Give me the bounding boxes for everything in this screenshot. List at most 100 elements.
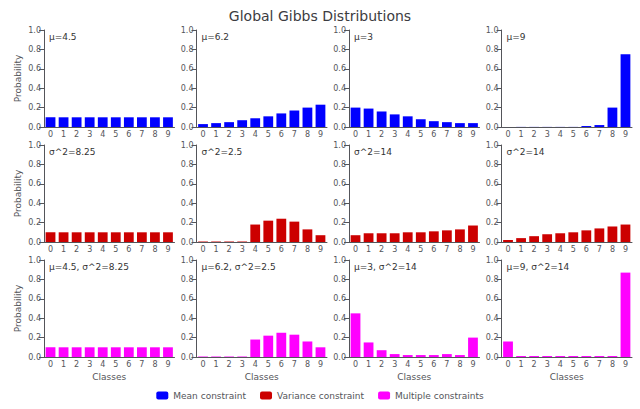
svg-text:μ=4.5, σ^2=8.25: μ=4.5, σ^2=8.25 xyxy=(49,262,129,272)
svg-text:4: 4 xyxy=(558,360,563,369)
svg-text:0.2: 0.2 xyxy=(333,218,346,227)
svg-text:4: 4 xyxy=(253,130,258,139)
svg-text:1: 1 xyxy=(214,360,219,369)
svg-text:Probability: Probability xyxy=(13,54,23,102)
svg-text:Variance constraint: Variance constraint xyxy=(277,391,365,401)
svg-text:2: 2 xyxy=(74,245,79,254)
svg-text:8: 8 xyxy=(610,245,615,254)
svg-text:3: 3 xyxy=(545,360,550,369)
svg-text:1.0: 1.0 xyxy=(181,256,194,265)
svg-text:2: 2 xyxy=(379,360,384,369)
svg-text:0.8: 0.8 xyxy=(333,275,346,284)
svg-text:4: 4 xyxy=(100,245,105,254)
svg-text:3: 3 xyxy=(392,130,397,139)
svg-text:0.6: 0.6 xyxy=(486,179,499,188)
svg-text:3: 3 xyxy=(240,130,245,139)
svg-text:3: 3 xyxy=(240,360,245,369)
svg-text:4: 4 xyxy=(558,130,563,139)
svg-text:2: 2 xyxy=(532,360,537,369)
svg-text:9: 9 xyxy=(623,360,628,369)
svg-text:0.8: 0.8 xyxy=(181,160,194,169)
svg-text:5: 5 xyxy=(113,130,118,139)
svg-text:8: 8 xyxy=(305,245,310,254)
svg-text:1.0: 1.0 xyxy=(486,26,499,35)
svg-text:7: 7 xyxy=(292,130,297,139)
svg-text:0: 0 xyxy=(505,360,510,369)
svg-text:0.4: 0.4 xyxy=(333,314,346,323)
svg-text:0.8: 0.8 xyxy=(486,45,499,54)
svg-text:0.6: 0.6 xyxy=(181,179,194,188)
svg-text:3: 3 xyxy=(545,130,550,139)
svg-text:2: 2 xyxy=(74,130,79,139)
svg-text:1.0: 1.0 xyxy=(28,256,41,265)
svg-text:0.2: 0.2 xyxy=(181,103,194,112)
svg-text:8: 8 xyxy=(152,130,157,139)
svg-text:0.0: 0.0 xyxy=(181,123,194,132)
svg-text:1.0: 1.0 xyxy=(28,26,41,35)
svg-text:0.2: 0.2 xyxy=(28,218,41,227)
svg-text:4: 4 xyxy=(405,360,410,369)
svg-text:0: 0 xyxy=(48,130,53,139)
svg-text:7: 7 xyxy=(444,245,449,254)
svg-text:5: 5 xyxy=(266,245,271,254)
svg-text:7: 7 xyxy=(444,360,449,369)
svg-text:1: 1 xyxy=(519,130,524,139)
svg-text:6: 6 xyxy=(584,245,589,254)
svg-text:1: 1 xyxy=(61,130,66,139)
svg-text:8: 8 xyxy=(152,245,157,254)
svg-text:2: 2 xyxy=(227,130,232,139)
svg-text:Classes: Classes xyxy=(245,372,279,382)
svg-text:7: 7 xyxy=(292,245,297,254)
svg-text:9: 9 xyxy=(165,130,170,139)
svg-text:0.6: 0.6 xyxy=(333,64,346,73)
svg-text:2: 2 xyxy=(532,245,537,254)
svg-text:σ^2=14: σ^2=14 xyxy=(507,147,545,157)
svg-text:8: 8 xyxy=(305,360,310,369)
svg-text:0.2: 0.2 xyxy=(333,103,346,112)
svg-text:6: 6 xyxy=(431,130,436,139)
svg-text:4: 4 xyxy=(100,130,105,139)
svg-text:1: 1 xyxy=(366,360,371,369)
svg-text:0.0: 0.0 xyxy=(333,123,346,132)
svg-text:μ=6.2, σ^2=2.5: μ=6.2, σ^2=2.5 xyxy=(202,262,276,272)
svg-text:5: 5 xyxy=(266,360,271,369)
svg-text:σ^2=14: σ^2=14 xyxy=(354,147,392,157)
svg-text:0.0: 0.0 xyxy=(486,238,499,247)
svg-text:Multiple constraints: Multiple constraints xyxy=(395,391,484,401)
svg-text:0.2: 0.2 xyxy=(486,333,499,342)
svg-text:0: 0 xyxy=(353,360,358,369)
svg-text:0.4: 0.4 xyxy=(333,199,346,208)
svg-text:0.6: 0.6 xyxy=(28,64,41,73)
svg-text:0: 0 xyxy=(505,245,510,254)
svg-text:1.0: 1.0 xyxy=(333,256,346,265)
svg-text:0.6: 0.6 xyxy=(181,294,194,303)
svg-text:0.6: 0.6 xyxy=(28,294,41,303)
svg-text:7: 7 xyxy=(292,360,297,369)
svg-text:1.0: 1.0 xyxy=(333,26,346,35)
svg-text:8: 8 xyxy=(457,130,462,139)
svg-text:1.0: 1.0 xyxy=(28,141,41,150)
svg-text:Classes: Classes xyxy=(92,372,126,382)
svg-text:1.0: 1.0 xyxy=(181,141,194,150)
svg-text:5: 5 xyxy=(418,360,423,369)
svg-text:1.0: 1.0 xyxy=(181,26,194,35)
svg-text:2: 2 xyxy=(379,245,384,254)
svg-text:6: 6 xyxy=(126,245,131,254)
svg-text:0.6: 0.6 xyxy=(333,294,346,303)
svg-text:5: 5 xyxy=(113,245,118,254)
svg-text:6: 6 xyxy=(584,130,589,139)
svg-text:5: 5 xyxy=(571,360,576,369)
svg-text:2: 2 xyxy=(74,360,79,369)
svg-text:6: 6 xyxy=(279,130,284,139)
svg-text:1: 1 xyxy=(366,130,371,139)
svg-text:6: 6 xyxy=(126,130,131,139)
svg-text:6: 6 xyxy=(431,245,436,254)
svg-text:5: 5 xyxy=(571,130,576,139)
svg-text:0: 0 xyxy=(48,245,53,254)
svg-text:1: 1 xyxy=(214,245,219,254)
svg-text:0.2: 0.2 xyxy=(486,218,499,227)
svg-text:σ^2=2.5: σ^2=2.5 xyxy=(202,147,243,157)
svg-text:0.0: 0.0 xyxy=(486,353,499,362)
svg-text:3: 3 xyxy=(392,360,397,369)
svg-text:2: 2 xyxy=(532,130,537,139)
